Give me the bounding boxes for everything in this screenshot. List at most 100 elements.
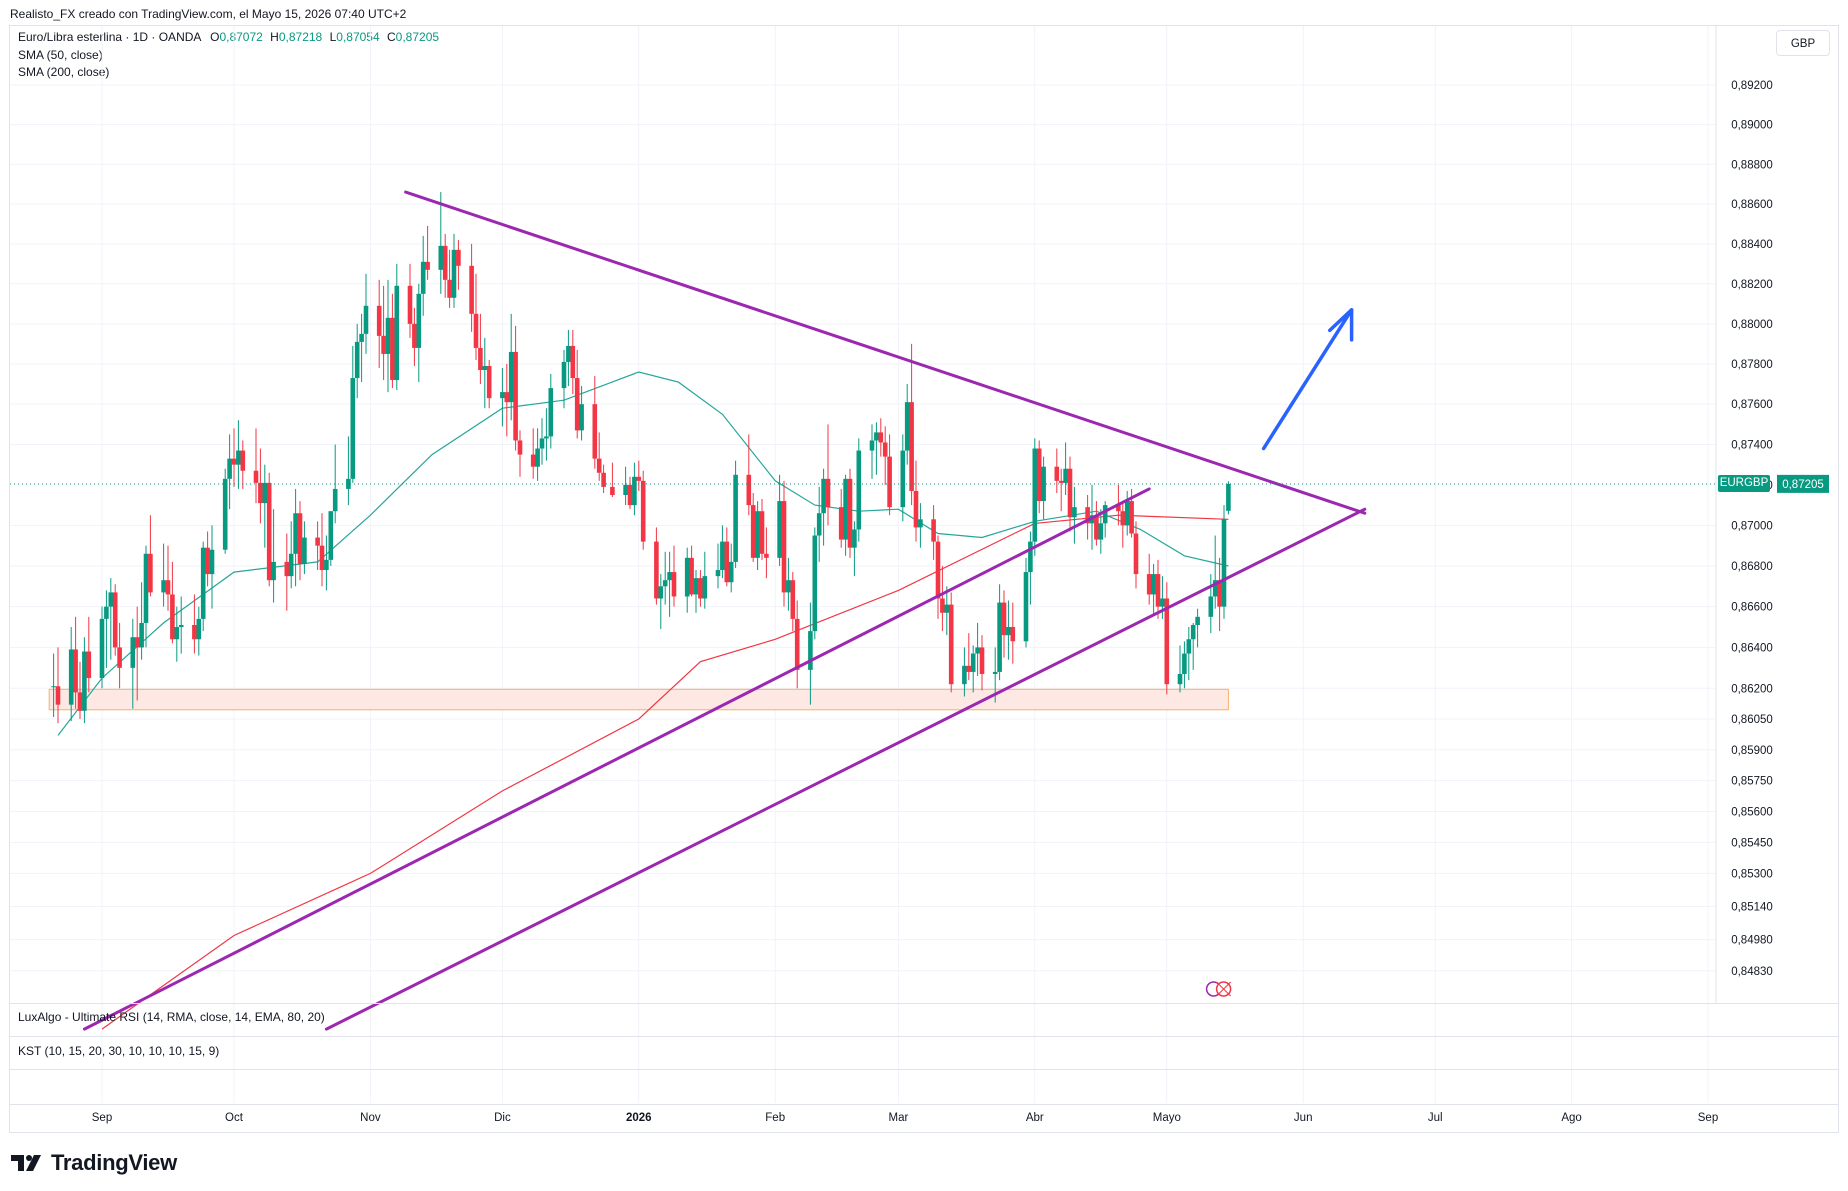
- sma200-path: [101, 514, 1229, 1030]
- kst-pane-label[interactable]: KST (10, 15, 20, 30, 10, 10, 10, 15, 9): [18, 1044, 220, 1058]
- pane-separator[interactable]: [9, 1036, 1839, 1037]
- candle-down: [478, 347, 483, 370]
- time-tick-label: Mayo: [1153, 1112, 1181, 1124]
- candle-up: [1102, 505, 1108, 524]
- candle-up: [227, 458, 232, 479]
- time-tick-label: 2026: [626, 1112, 652, 1124]
- arrow-shaft: [1261, 308, 1354, 451]
- candle-down: [825, 478, 831, 508]
- candle-down: [847, 478, 853, 548]
- price-tick-label: 0,85450: [1731, 837, 1773, 849]
- candle-up: [579, 404, 584, 431]
- candle-up: [1151, 574, 1156, 595]
- chart-attribution: Realisto_FX creado con TradingView.com, …: [10, 7, 407, 21]
- candle-up: [416, 293, 422, 348]
- candle-down: [654, 541, 659, 599]
- sma50-legend[interactable]: SMA (50, close): [18, 48, 103, 62]
- candle-down: [381, 335, 386, 354]
- candle-up: [1032, 448, 1038, 542]
- sma200-legend[interactable]: SMA (200, close): [18, 65, 110, 79]
- price-tick-label: 0,86800: [1731, 561, 1773, 573]
- candle-up: [812, 535, 818, 632]
- candle-down: [640, 480, 646, 542]
- close-value: 0,87205: [395, 30, 440, 44]
- price-tick-label: 0,85600: [1731, 806, 1773, 818]
- price-tick-label: 0,85900: [1731, 745, 1773, 757]
- trendline: [404, 190, 1367, 515]
- candle-down: [913, 490, 919, 528]
- candle-down: [284, 561, 290, 577]
- candle-up: [1072, 507, 1077, 518]
- candle-down: [407, 285, 413, 324]
- price-tick-label: 0,89200: [1731, 80, 1773, 92]
- candle-down: [935, 541, 941, 599]
- candle-up: [209, 549, 215, 575]
- candle-up: [623, 484, 628, 496]
- price-tick-label: 0,86400: [1731, 642, 1773, 654]
- candle-up: [693, 578, 699, 595]
- candle-up: [288, 553, 294, 577]
- candle-down: [636, 476, 642, 481]
- price-axis[interactable]: 0,89200 0,89000 0,88800 0,88600 0,88400 0,882…: [1731, 80, 1829, 978]
- candle-down: [940, 598, 945, 613]
- candle-up: [715, 570, 721, 577]
- candle-down: [887, 456, 892, 508]
- candle-up: [332, 488, 338, 512]
- candle-down: [878, 432, 884, 443]
- candle-up: [918, 519, 923, 528]
- time-tick-label: Jun: [1294, 1112, 1313, 1124]
- time-tick-label: Nov: [360, 1112, 381, 1124]
- candle-up: [874, 432, 879, 441]
- candle-down: [165, 580, 171, 595]
- time-tick-label: Abr: [1026, 1112, 1044, 1124]
- time-axis[interactable]: Sep Oct Nov Dic 2026 Feb Mar Abr Mayo Jun Jul Ago Se…: [92, 1112, 1718, 1124]
- candle-up: [869, 440, 875, 451]
- candle-up: [786, 580, 791, 593]
- candle-down: [469, 265, 474, 314]
- candle-down: [266, 482, 272, 581]
- candle-up: [302, 537, 307, 564]
- candle-down: [882, 442, 888, 457]
- candle-up: [385, 317, 391, 354]
- candle-down: [530, 454, 536, 467]
- candle-down: [1133, 533, 1139, 575]
- pane-separator[interactable]: [9, 1003, 1839, 1004]
- candle-up: [856, 450, 862, 530]
- candle-down: [948, 604, 954, 685]
- candle-up: [816, 513, 822, 536]
- tradingview-logo-icon: [11, 1155, 41, 1171]
- grid: [10, 26, 1717, 1103]
- candle-up: [702, 576, 708, 599]
- candle-up: [720, 541, 725, 571]
- candle-up: [222, 478, 228, 550]
- candle-down: [838, 507, 844, 540]
- candle-down: [192, 624, 197, 640]
- currency-button[interactable]: GBP: [1776, 30, 1830, 56]
- candle-down: [425, 261, 430, 270]
- tradingview-brand[interactable]: TradingView: [11, 1150, 177, 1176]
- time-tick-label: Sep: [92, 1112, 112, 1124]
- event-markers: [1205, 981, 1232, 997]
- time-axis-border: [9, 1104, 1839, 1105]
- brand-name: TradingView: [51, 1150, 177, 1175]
- candle-up: [143, 553, 149, 623]
- pane-separator[interactable]: [9, 1069, 1839, 1070]
- candle-down: [1085, 507, 1090, 524]
- candle-up: [438, 245, 444, 270]
- rsi-pane-label[interactable]: LuxAlgo - Ultimate RSI (14, RMA, close, …: [18, 1010, 325, 1024]
- candle-up: [508, 351, 514, 403]
- symbol-legend[interactable]: Euro/Libra esterlina · 1D · OANDA O0,870…: [18, 30, 443, 44]
- candle-down: [724, 541, 730, 583]
- candle-up: [482, 365, 488, 370]
- time-tick-label: Sep: [1698, 1112, 1718, 1124]
- candle-down: [315, 537, 320, 546]
- candle-up: [68, 649, 74, 705]
- candle-up: [904, 402, 910, 451]
- candle-down: [689, 557, 694, 595]
- candle-down: [486, 365, 492, 399]
- arrow-head: [1327, 308, 1354, 342]
- candle-up: [755, 511, 760, 558]
- candle-down: [253, 470, 259, 483]
- candle-up: [1041, 466, 1046, 502]
